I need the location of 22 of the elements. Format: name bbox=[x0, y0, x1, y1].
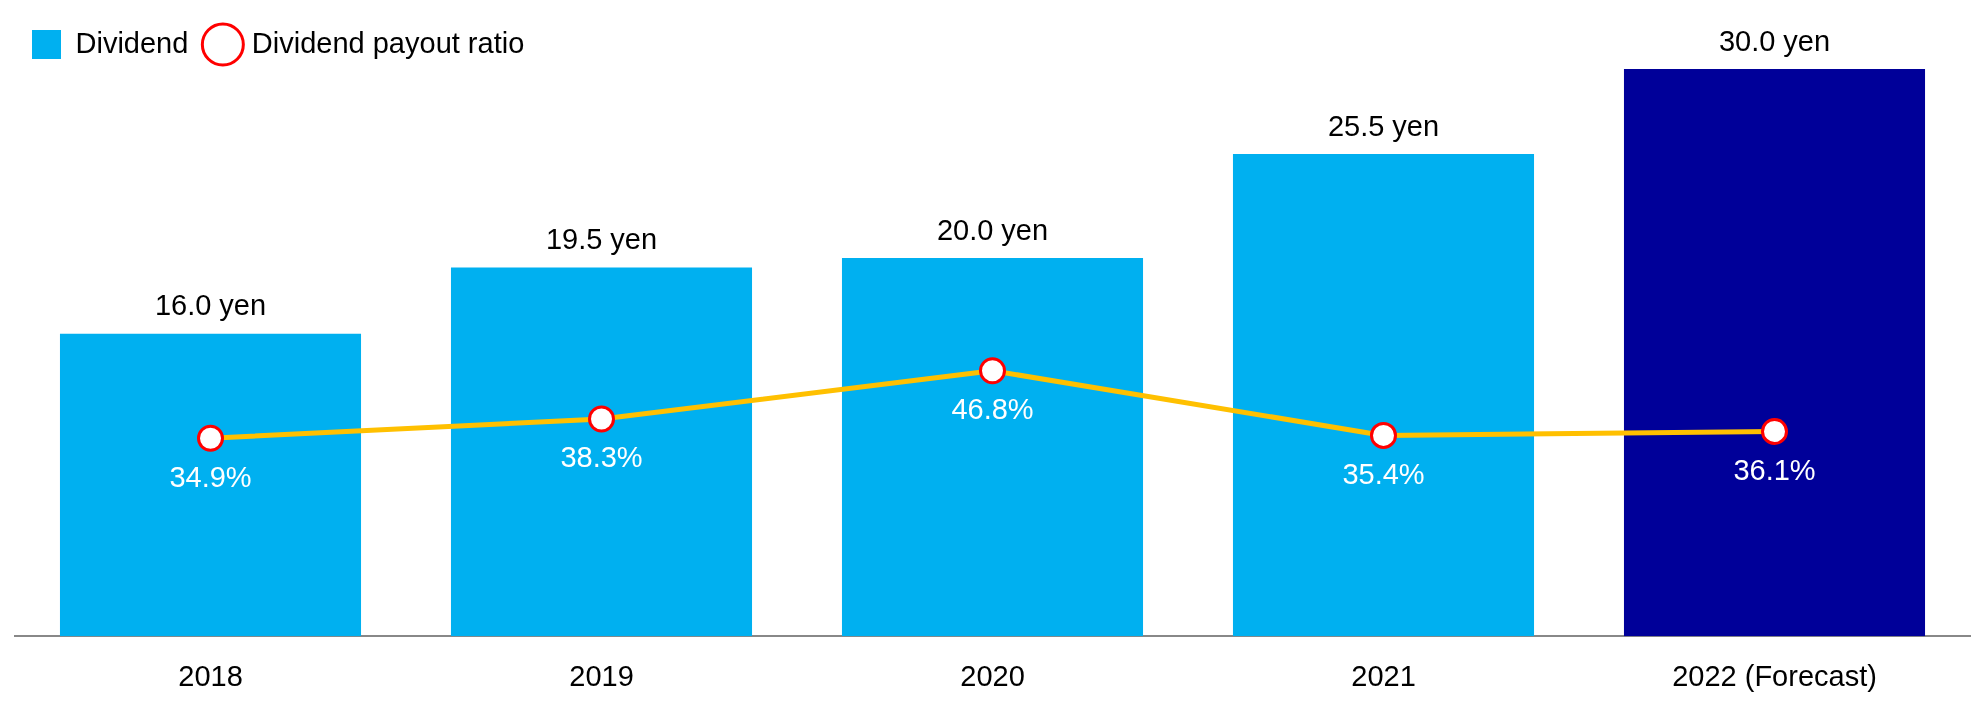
legend-label: Dividend payout ratio bbox=[251, 26, 525, 59]
data-label: 25.5 yen bbox=[1327, 109, 1440, 142]
data-label: 30.0 yen bbox=[1718, 24, 1831, 57]
data-label: 38.3% bbox=[560, 441, 643, 474]
data-label: 16.0 yen bbox=[154, 289, 267, 322]
data-label: 36.1% bbox=[1733, 453, 1816, 486]
bar bbox=[450, 267, 753, 637]
data-label: 20.0 yen bbox=[936, 213, 1049, 246]
data-label: 35.4% bbox=[1342, 457, 1425, 490]
bar bbox=[59, 333, 362, 637]
bar bbox=[1623, 69, 1926, 637]
x-tick-label: 2018 bbox=[178, 659, 243, 692]
bar bbox=[1232, 154, 1535, 637]
bar bbox=[841, 258, 1144, 637]
x-tick-label: 2021 bbox=[1351, 659, 1416, 692]
x-tick-label: 2022 (Forecast) bbox=[1672, 659, 1877, 692]
x-tick-label: 2019 bbox=[569, 659, 634, 692]
data-label: 46.8% bbox=[951, 393, 1034, 426]
data-label: 19.5 yen bbox=[545, 223, 658, 256]
legend-label: Dividend bbox=[75, 26, 189, 59]
x-tick-label: 2020 bbox=[960, 659, 1025, 692]
data-label: 34.9% bbox=[169, 460, 252, 493]
